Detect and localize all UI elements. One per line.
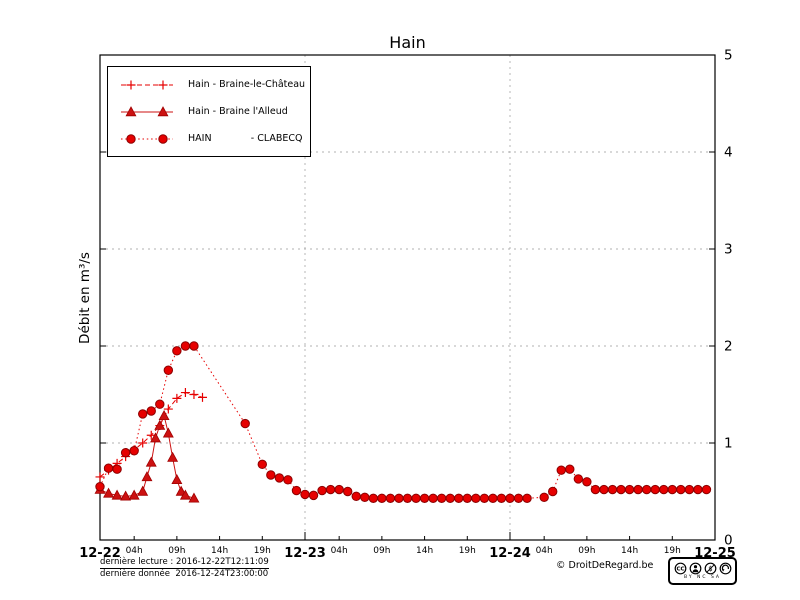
svg-text:14h: 14h [621, 546, 638, 556]
svg-text:04h: 04h [126, 546, 143, 556]
svg-text:04h: 04h [331, 546, 348, 556]
cc-license-badge[interactable]: CC $ BY NC SA [668, 557, 737, 585]
x-axis-hour-ticks: 04h 09h 14h 19h 04h 09h 14h 19h 04h 09h 14h 19h [126, 536, 681, 556]
cc-license-caption: BY NC SA [684, 575, 721, 580]
sa-arrow-icon [719, 562, 731, 575]
nc-dollar-icon: $ [704, 562, 716, 575]
svg-text:12-24: 12-24 [489, 546, 531, 561]
legend-sample-circle-icon [121, 133, 173, 144]
series-1 [94, 410, 200, 503]
svg-text:0: 0 [724, 533, 733, 549]
y-axis-ticks: 0 1 2 3 4 5 [100, 48, 733, 549]
chart-title: Hain [389, 33, 426, 52]
legend-label: Hain - Braine l'Alleud [188, 106, 288, 117]
svg-text:5: 5 [724, 48, 733, 64]
copyright-text: © DroitDeRegard.be [556, 560, 654, 571]
svg-text:19h: 19h [664, 546, 681, 556]
svg-text:1: 1 [724, 436, 733, 452]
series-2 [95, 341, 712, 503]
legend-item: Hain - Braine-le-Château [118, 77, 310, 93]
svg-text:4: 4 [724, 145, 733, 161]
svg-text:09h: 09h [578, 546, 595, 556]
legend-sample-plus-icon [121, 80, 173, 89]
svg-text:12-23: 12-23 [284, 546, 326, 561]
svg-text:09h: 09h [168, 546, 185, 556]
legend-item: HAIN - CLABECQ [118, 131, 310, 147]
svg-text:14h: 14h [416, 546, 433, 556]
by-person-icon [689, 562, 701, 575]
svg-text:14h: 14h [211, 546, 228, 556]
y-axis-label: Débit en m³/s [77, 252, 93, 344]
legend-sample-triangle-icon [121, 105, 173, 116]
svg-text:12-22: 12-22 [79, 546, 121, 561]
legend: Hain - Braine-le-Château Hain - Braine l… [107, 66, 311, 157]
svg-text:2: 2 [724, 339, 733, 355]
plot-frame [99, 54, 716, 541]
legend-label: HAIN - CLABECQ [188, 133, 303, 144]
cc-icon: CC [674, 562, 686, 575]
svg-text:3: 3 [724, 242, 733, 258]
last-data-text: dernière donnée 2016-12-24T23:00:00 [100, 569, 269, 579]
svg-text:CC: CC [676, 567, 684, 573]
svg-text:09h: 09h [373, 546, 390, 556]
legend-label: Hain - Braine-le-Château [188, 79, 306, 90]
svg-text:04h: 04h [536, 546, 553, 556]
svg-text:19h: 19h [459, 546, 476, 556]
last-reading-text: dernière lecture : 2016-12-22T12:11:09 [100, 557, 269, 569]
cc-license-icons: CC $ [674, 562, 732, 575]
svg-text:19h: 19h [254, 546, 271, 556]
legend-item: Hain - Braine l'Alleud [118, 104, 310, 120]
